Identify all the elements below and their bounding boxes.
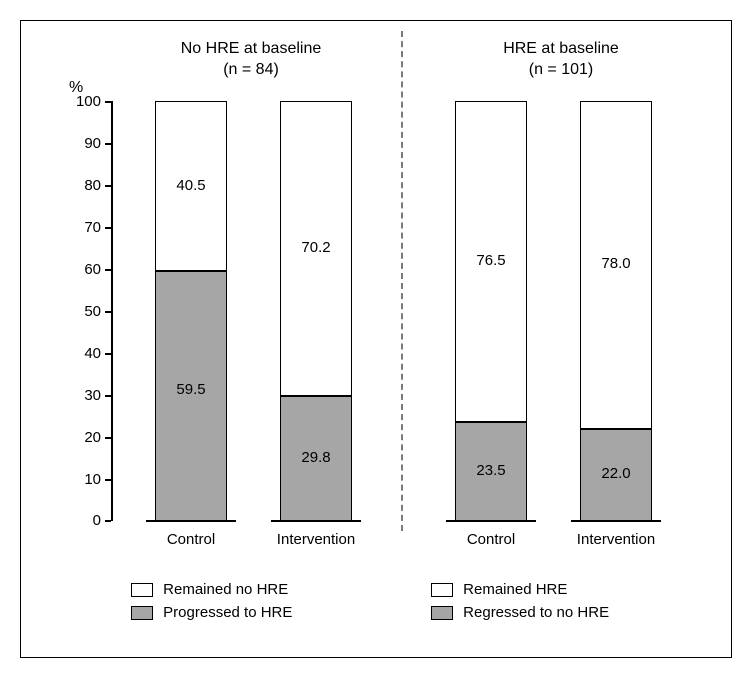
y-tick (105, 353, 111, 355)
legend-item: Remained no HRE (131, 581, 292, 598)
panel-title-left: No HRE at baseline (n = 84) (131, 39, 371, 81)
panel-title-right-line2: (n = 101) (529, 61, 593, 78)
chart-area: 100 90 80 70 60 50 40 30 20 10 0 59.5 40… (111, 101, 691, 521)
bar-value-label: 59.5 (155, 381, 227, 398)
bar-value-label: 23.5 (455, 462, 527, 479)
y-tick (105, 227, 111, 229)
legend-text: Remained no HRE (163, 581, 288, 598)
y-tick (105, 101, 111, 103)
y-tick-label: 100 (61, 93, 101, 110)
panel-title-right-line1: HRE at baseline (503, 40, 619, 57)
y-tick (105, 395, 111, 397)
y-tick (105, 269, 111, 271)
y-tick-label: 50 (61, 303, 101, 320)
panel-divider (401, 31, 403, 531)
legend-text: Progressed to HRE (163, 604, 292, 621)
legend-right: Remained HRE Regressed to no HRE (431, 581, 609, 627)
y-tick-label: 40 (61, 345, 101, 362)
y-tick-label: 10 (61, 471, 101, 488)
legend-left: Remained no HRE Progressed to HRE (131, 581, 292, 627)
x-tick-label: Intervention (277, 531, 355, 548)
y-tick-label: 90 (61, 135, 101, 152)
y-tick (105, 437, 111, 439)
y-tick-label: 80 (61, 177, 101, 194)
bar-value-label: 78.0 (580, 255, 652, 272)
y-tick (105, 520, 111, 522)
y-tick (105, 479, 111, 481)
y-axis-line (111, 101, 113, 521)
panel-title-left-line2: (n = 84) (223, 61, 279, 78)
legend-item: Remained HRE (431, 581, 609, 598)
legend-item: Regressed to no HRE (431, 604, 609, 621)
x-tick-label: Control (467, 531, 515, 548)
bar-value-label: 70.2 (280, 239, 352, 256)
legend-swatch-white (131, 583, 153, 597)
legend-swatch-white (431, 583, 453, 597)
bar-value-label: 29.8 (280, 449, 352, 466)
y-tick-label: 30 (61, 387, 101, 404)
legend-item: Progressed to HRE (131, 604, 292, 621)
legend-text: Regressed to no HRE (463, 604, 609, 621)
panel-title-left-line1: No HRE at baseline (181, 40, 322, 57)
legend-text: Remained HRE (463, 581, 567, 598)
y-tick (105, 311, 111, 313)
panel-title-right: HRE at baseline (n = 101) (441, 39, 681, 81)
y-tick-label: 70 (61, 219, 101, 236)
y-tick (105, 185, 111, 187)
bar-value-label: 76.5 (455, 252, 527, 269)
y-tick-label: 20 (61, 429, 101, 446)
bar-value-label: 40.5 (155, 177, 227, 194)
x-tick-label: Intervention (577, 531, 655, 548)
y-tick (105, 143, 111, 145)
x-tick-label: Control (167, 531, 215, 548)
y-tick-label: 0 (61, 512, 101, 529)
figure-container: No HRE at baseline (n = 84) HRE at basel… (20, 20, 732, 658)
y-tick-label: 60 (61, 261, 101, 278)
legend-swatch-gray (131, 606, 153, 620)
legend-swatch-gray (431, 606, 453, 620)
bar-value-label: 22.0 (580, 465, 652, 482)
